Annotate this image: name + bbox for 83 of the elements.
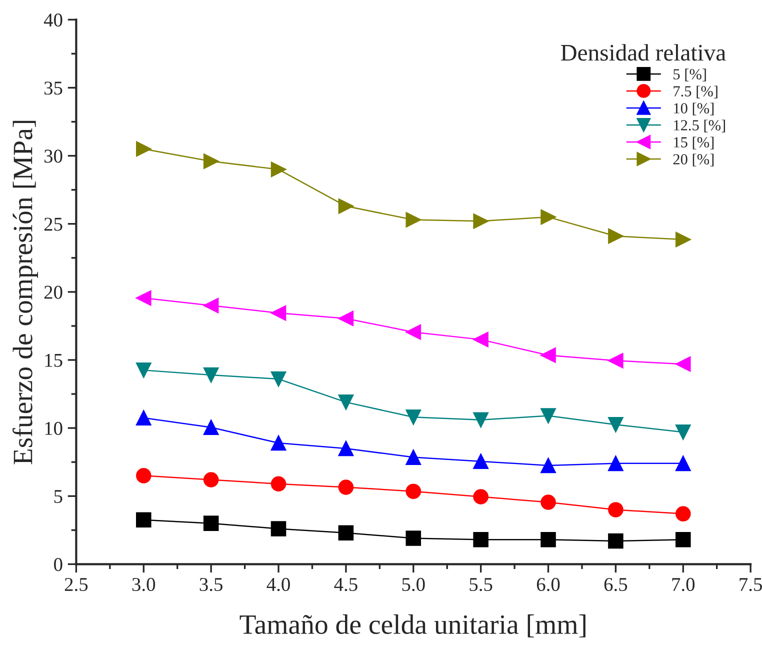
point <box>406 450 422 465</box>
point <box>203 516 219 531</box>
y-tick-label: 15 <box>45 354 62 367</box>
point <box>338 480 354 495</box>
point <box>270 476 286 492</box>
point <box>608 502 624 518</box>
legend-label: 15 [%] <box>674 136 714 150</box>
point <box>270 371 286 387</box>
x-tick-label: 3.5 <box>200 578 222 592</box>
legend-label: 20 [%] <box>673 154 714 166</box>
point <box>136 468 152 484</box>
point <box>406 484 422 499</box>
y-axis-title: Esfuerzo de compresión [MPa] <box>12 120 38 464</box>
point <box>540 348 556 363</box>
point <box>136 410 152 426</box>
point <box>270 162 286 178</box>
legend-label: 5 [%] <box>674 68 706 82</box>
y-tick-label: 5 <box>54 490 62 504</box>
x-tick-label: 7.0 <box>672 578 695 592</box>
point <box>406 530 422 546</box>
point <box>338 525 354 540</box>
point <box>540 209 556 225</box>
point <box>338 394 354 410</box>
point <box>136 141 152 157</box>
x-tick-label: 5.5 <box>470 578 492 592</box>
point <box>675 232 691 248</box>
point <box>136 290 152 306</box>
y-tick-label: 0 <box>54 558 62 572</box>
point <box>675 532 691 548</box>
point <box>540 532 556 548</box>
y-tick-label: 25 <box>44 218 62 231</box>
point <box>203 420 219 435</box>
y-tick-label: 10 <box>45 422 62 435</box>
point <box>406 212 422 228</box>
point <box>540 458 556 474</box>
point <box>270 435 286 451</box>
point <box>406 324 422 340</box>
x-tick-label: 2.5 <box>64 578 88 592</box>
x-tick-label: 4.0 <box>266 578 290 592</box>
point <box>608 533 624 549</box>
point <box>136 362 152 378</box>
point <box>136 512 152 528</box>
point <box>203 298 219 314</box>
point <box>608 228 624 244</box>
y-tick-label: 20 <box>44 286 62 299</box>
point <box>473 412 488 428</box>
point <box>473 489 488 504</box>
point <box>338 310 354 326</box>
point <box>675 356 691 372</box>
x-tick-label: 5.0 <box>402 578 425 592</box>
x-tick-label: 7.5 <box>740 578 762 592</box>
x-axis-title: Tamaño de celda unitaria [mm] <box>240 614 586 638</box>
x-tick-label: 4.5 <box>334 578 358 592</box>
point <box>675 424 691 440</box>
point <box>203 154 219 169</box>
y-tick-label: 40 <box>44 13 62 27</box>
point <box>473 454 488 470</box>
legend-label: 10 [%] <box>674 102 714 116</box>
point <box>608 456 624 472</box>
x-tick-label: 6.0 <box>536 578 560 592</box>
legend-label: 7.5 [%] <box>674 86 718 98</box>
legend-label: 12.5 [%] <box>674 120 725 132</box>
legend-title: Densidad relativa <box>560 44 726 61</box>
x-tick-label: 3.0 <box>132 578 156 592</box>
point <box>540 408 556 424</box>
point <box>608 417 624 432</box>
y-tick-label: 30 <box>44 150 62 163</box>
x-tick-label: 6.5 <box>604 578 628 592</box>
point <box>338 198 354 214</box>
point <box>473 214 488 229</box>
point <box>473 332 488 348</box>
point <box>675 456 691 472</box>
point <box>203 472 219 488</box>
point <box>608 353 624 368</box>
point <box>473 532 488 548</box>
point <box>270 521 286 536</box>
point <box>203 367 219 383</box>
point <box>406 410 422 425</box>
point <box>338 440 354 456</box>
point <box>270 305 286 321</box>
point <box>540 494 556 510</box>
point <box>675 506 691 522</box>
y-tick-label: 35 <box>44 82 62 95</box>
